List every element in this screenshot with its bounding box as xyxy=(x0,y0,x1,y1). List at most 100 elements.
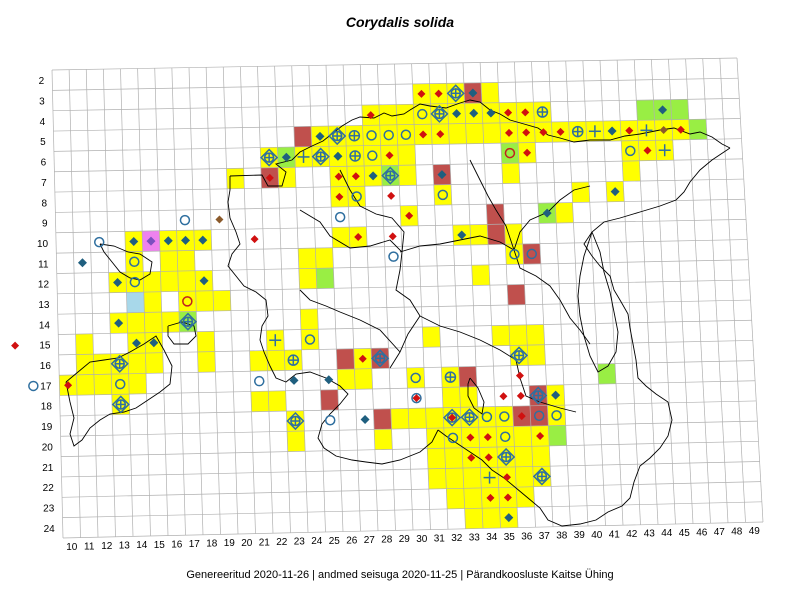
marker-o xyxy=(526,248,537,260)
marker-db xyxy=(437,170,447,180)
marker-dr xyxy=(483,433,492,442)
grid-cell-24-12 xyxy=(298,268,317,289)
ring-marker xyxy=(388,251,399,262)
grid-hline xyxy=(62,501,762,519)
diamond-outline xyxy=(178,312,198,331)
marker-p xyxy=(640,124,653,137)
marker-dr xyxy=(503,493,512,502)
diamond-outline xyxy=(381,166,400,185)
marker-db xyxy=(610,187,620,197)
marker-o xyxy=(304,334,316,345)
marker-o xyxy=(411,392,422,404)
diamond-marker xyxy=(358,354,367,363)
marker-o xyxy=(499,411,510,422)
marker-cdx xyxy=(371,349,390,368)
grid-cell-38-20 xyxy=(548,425,567,446)
marker-cdx xyxy=(497,447,516,467)
grid-hline xyxy=(54,158,743,173)
column-label: 38 xyxy=(556,531,568,542)
marker-o xyxy=(93,236,105,248)
diamond-marker xyxy=(484,453,493,462)
marker-cdx xyxy=(110,354,129,373)
marker-o xyxy=(447,432,459,444)
column-label: 14 xyxy=(136,540,148,551)
diamond-outline xyxy=(110,354,129,373)
row-label: 20 xyxy=(42,442,54,453)
diamond-marker xyxy=(146,236,156,246)
grid-vline xyxy=(411,63,431,530)
grid-cell-37-21 xyxy=(531,445,551,467)
column-label: 12 xyxy=(101,541,113,552)
grid-cell-19-13 xyxy=(213,290,231,312)
marker-db xyxy=(542,208,552,218)
ring-marker xyxy=(400,129,412,141)
ring-marker xyxy=(114,378,126,390)
column-label: 46 xyxy=(696,527,708,538)
row-label: 11 xyxy=(38,259,49,270)
grid-cell-30-19 xyxy=(408,408,427,429)
row-label: 13 xyxy=(38,300,50,311)
column-label: 35 xyxy=(504,532,516,543)
marker-dr xyxy=(11,341,20,350)
marker-ox xyxy=(348,129,361,142)
grid-vline xyxy=(308,65,326,533)
column-label: 15 xyxy=(154,540,166,551)
grid-cell-36-6 xyxy=(500,142,519,164)
grid-cell-32-22 xyxy=(445,468,464,489)
row-label: 15 xyxy=(39,341,51,352)
marker-cdx xyxy=(529,386,548,405)
grid-cell-15-16 xyxy=(145,352,164,374)
grid-vline xyxy=(68,69,81,538)
grid-vline xyxy=(702,58,729,523)
marker-dbr xyxy=(215,215,224,224)
ring-marker xyxy=(367,150,378,161)
grid-cell-18-13 xyxy=(195,290,214,312)
grid-cell-35-9 xyxy=(486,203,505,225)
column-label: 20 xyxy=(241,538,253,549)
marker-p xyxy=(588,125,601,138)
diamond-marker xyxy=(504,108,513,117)
marker-db xyxy=(452,109,462,119)
grid-cell-36-10 xyxy=(504,223,523,245)
marker-cdx xyxy=(111,395,130,414)
marker-dr xyxy=(366,111,375,120)
diamond-outline xyxy=(430,104,449,123)
diamond-marker xyxy=(412,394,421,403)
diamond-marker xyxy=(11,341,20,350)
marker-dr xyxy=(335,192,344,201)
grid-cell-32-21 xyxy=(444,447,463,469)
diamond-outline xyxy=(529,386,548,405)
coastline-east xyxy=(437,147,731,527)
marker-o xyxy=(351,191,362,202)
marker-o xyxy=(533,410,545,421)
grid-cell-34-10 xyxy=(469,224,489,245)
ring-marker xyxy=(417,108,428,120)
row-label: 19 xyxy=(41,422,53,433)
grid-hline xyxy=(53,138,742,152)
diamond-outline xyxy=(111,395,130,414)
grid-cell-24-11 xyxy=(298,248,317,269)
diamond-marker xyxy=(483,433,492,442)
marker-dr xyxy=(516,391,525,400)
diamond-marker xyxy=(625,126,634,135)
marker-dr xyxy=(405,211,414,220)
grid-hline xyxy=(61,440,759,457)
grid-cell-44-4 xyxy=(636,99,655,121)
grid-cell-24-14 xyxy=(300,308,319,330)
map-title: Corydalis solida xyxy=(345,14,455,30)
column-label: 24 xyxy=(311,536,323,547)
diamond-marker xyxy=(199,276,209,286)
marker-db xyxy=(333,151,343,161)
grid-hline xyxy=(58,340,753,356)
lake-peipus xyxy=(577,231,619,373)
diamond-marker xyxy=(486,493,495,502)
grid-cell-31-4 xyxy=(413,103,432,125)
marker-p xyxy=(658,144,671,157)
marker-o xyxy=(367,150,378,161)
grid-cell-30-5 xyxy=(396,124,415,146)
grid-vline xyxy=(325,65,344,532)
county-border-6 xyxy=(339,169,405,253)
grid-cell-16-12 xyxy=(160,271,179,292)
marker-o xyxy=(551,410,562,421)
row-label: 2 xyxy=(39,76,45,87)
